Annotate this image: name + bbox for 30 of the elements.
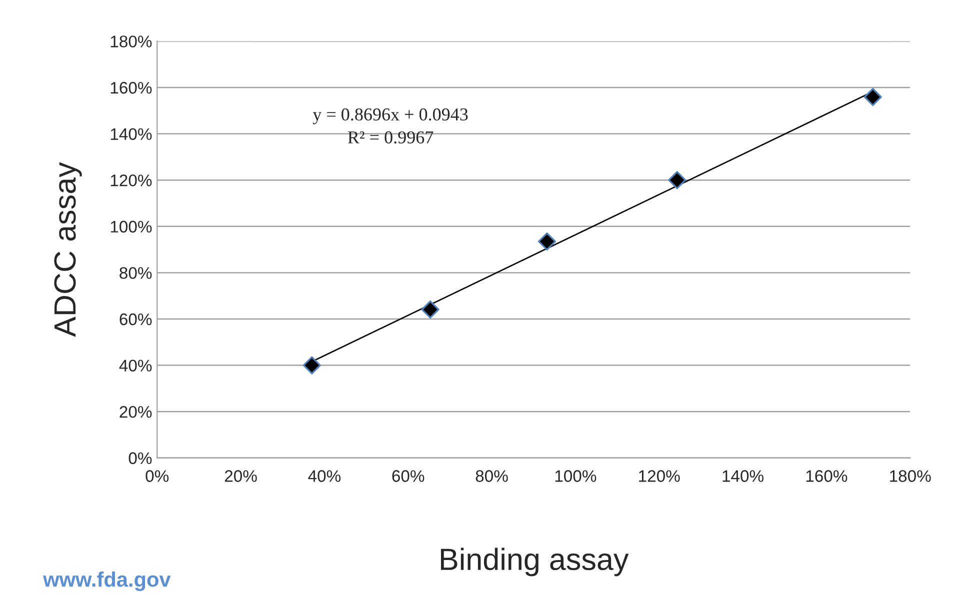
x-tick-label: 80% — [476, 470, 508, 482]
x-tick-label: 180% — [890, 470, 931, 482]
text: www.fda.gov — [43, 572, 171, 592]
point — [302, 356, 321, 374]
x-tick-label: 120% — [639, 470, 680, 482]
x-tick-label: 20% — [224, 470, 257, 482]
y-tick-label: 100% — [110, 220, 152, 233]
y-tick-label: 0% — [128, 452, 152, 464]
point — [864, 88, 882, 106]
x-tick-label: 0% — [146, 470, 169, 482]
y-axis-title: ADCC assay — [54, 162, 82, 337]
y-tick-label: 60% — [120, 313, 152, 326]
y-tick-label: 80% — [120, 267, 152, 279]
x-tick-label: 140% — [722, 470, 764, 482]
y-tick-label: 120% — [110, 174, 152, 186]
annotation: y = 0.8696x + 0.0943 — [312, 108, 468, 124]
x-tick-label: 160% — [806, 470, 848, 482]
y-tick-label: 160% — [110, 82, 152, 94]
x-tick-label: 60% — [392, 470, 424, 482]
x-axis-title: Binding assay — [440, 548, 629, 576]
point — [668, 171, 686, 190]
y-tick-label: 180% — [110, 36, 152, 48]
annotation: R² = 0.9967 — [348, 131, 434, 144]
y-tick-label: 40% — [119, 360, 152, 372]
x-tick-label: 40% — [308, 470, 341, 482]
point — [538, 232, 556, 250]
x-tick-label: 100% — [555, 470, 596, 482]
y-tick-label: 20% — [120, 406, 152, 418]
point — [421, 300, 440, 319]
y-tick-label: 140% — [110, 128, 152, 140]
